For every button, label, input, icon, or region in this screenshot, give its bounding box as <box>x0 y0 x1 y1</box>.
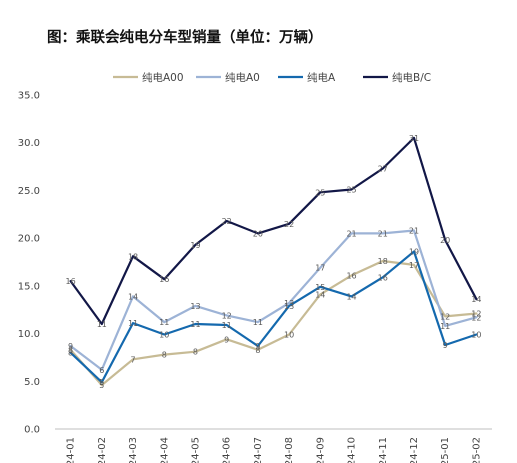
data-label: 13 <box>190 302 200 311</box>
data-label: 5 <box>99 381 104 390</box>
data-label: 14 <box>315 290 325 299</box>
data-label: 8 <box>162 351 167 360</box>
data-label: 18 <box>128 252 138 261</box>
data-label: 20 <box>253 229 263 238</box>
data-label: 9 <box>255 342 260 351</box>
series-line-0 <box>69 259 478 387</box>
data-label: 8 <box>68 349 73 358</box>
x-tick-label: 24-06 <box>222 437 233 463</box>
data-label: 12 <box>471 310 481 319</box>
data-label: 14 <box>128 292 138 301</box>
legend-label: 纯电A0 <box>225 71 260 84</box>
data-label: 16 <box>378 273 388 282</box>
data-label: 11 <box>128 319 138 328</box>
x-tick-label: 25-01 <box>440 437 451 463</box>
y-tick-label: 25.0 <box>18 186 40 197</box>
x-tick-label: 24-04 <box>159 437 170 463</box>
data-label: 15 <box>315 283 325 292</box>
data-label: 11 <box>440 322 450 331</box>
data-label: 9 <box>443 341 448 350</box>
data-label: 20 <box>440 236 450 245</box>
data-label: 8 <box>255 346 260 355</box>
data-label: 21 <box>409 227 419 236</box>
data-label: 13 <box>284 302 294 311</box>
x-tick-label: 24-02 <box>97 437 108 463</box>
data-label: 16 <box>346 271 356 280</box>
y-tick-label: 10.0 <box>18 329 40 340</box>
x-tick-label: 24-05 <box>190 437 201 463</box>
data-label: 14 <box>471 295 481 304</box>
y-tick-label: 15.0 <box>18 281 40 292</box>
x-tick-label: 24-03 <box>128 437 139 463</box>
data-label: 12 <box>440 312 450 321</box>
data-label: 14 <box>346 292 356 301</box>
x-tick-label: 24-09 <box>315 437 326 463</box>
data-label: 6 <box>99 366 104 375</box>
chart-title: 图：乘联会纯电分车型销量（单位：万辆） <box>47 30 323 46</box>
data-label: 10 <box>284 331 294 340</box>
y-tick-label: 35.0 <box>18 91 40 102</box>
data-label: 19 <box>409 248 419 257</box>
data-label: 11 <box>253 318 263 327</box>
data-label: 16 <box>159 275 169 284</box>
series-line-1 <box>69 229 478 371</box>
data-label: 8 <box>193 348 198 357</box>
data-label: 19 <box>190 241 200 250</box>
data-label: 25 <box>346 185 356 194</box>
data-label: 22 <box>222 217 232 226</box>
y-tick-label: 30.0 <box>18 138 40 149</box>
data-label: 18 <box>378 257 388 266</box>
x-tick-label: 25-02 <box>471 437 482 463</box>
data-label: 13 <box>284 299 294 308</box>
x-tick-label: 24-01 <box>66 437 77 463</box>
data-label: 11 <box>222 321 232 330</box>
data-label: 27 <box>378 164 388 173</box>
data-label: 16 <box>66 277 76 286</box>
data-label: 21 <box>378 229 388 238</box>
legend-label: 纯电B/C <box>392 71 431 84</box>
data-label: 10 <box>471 331 481 340</box>
x-tick-label: 24-07 <box>253 437 264 463</box>
series-line-3 <box>69 136 478 326</box>
y-tick-label: 20.0 <box>18 234 40 245</box>
data-label: 12 <box>471 313 481 322</box>
data-label: 5 <box>99 378 104 387</box>
data-label: 21 <box>346 229 356 238</box>
x-tick-label: 24-08 <box>284 437 295 463</box>
data-label: 9 <box>68 342 73 351</box>
y-tick-label: 0.0 <box>24 425 40 436</box>
chart-axes: 0.0 5.0 10.0 15.0 20.0 25.0 30.0 35.0 24-01 24-02… <box>18 91 492 463</box>
data-label: 11 <box>97 320 107 329</box>
y-tick-label: 5.0 <box>24 377 40 388</box>
data-label: 9 <box>224 335 229 344</box>
data-label: 11 <box>159 318 169 327</box>
legend-label: 纯电A00 <box>142 71 184 84</box>
x-tick-label: 24-12 <box>409 437 420 463</box>
chart-legend: 纯电A00 纯电A0 纯电A 纯电B/C <box>113 71 431 84</box>
x-tick-label: 24-10 <box>347 437 358 463</box>
legend-label: 纯电A <box>307 71 336 84</box>
data-label: 8 <box>68 346 73 355</box>
data-label: 11 <box>190 320 200 329</box>
data-label: 25 <box>315 188 325 197</box>
data-label: 7 <box>130 355 135 364</box>
data-label: 17 <box>409 261 419 270</box>
data-label: 12 <box>222 311 232 320</box>
x-tick-label: 24-11 <box>378 437 389 463</box>
data-label: 10 <box>159 331 169 340</box>
data-label: 31 <box>409 134 419 143</box>
data-label: 22 <box>284 220 294 229</box>
series-line-2 <box>69 250 478 384</box>
data-label: 17 <box>315 264 325 273</box>
